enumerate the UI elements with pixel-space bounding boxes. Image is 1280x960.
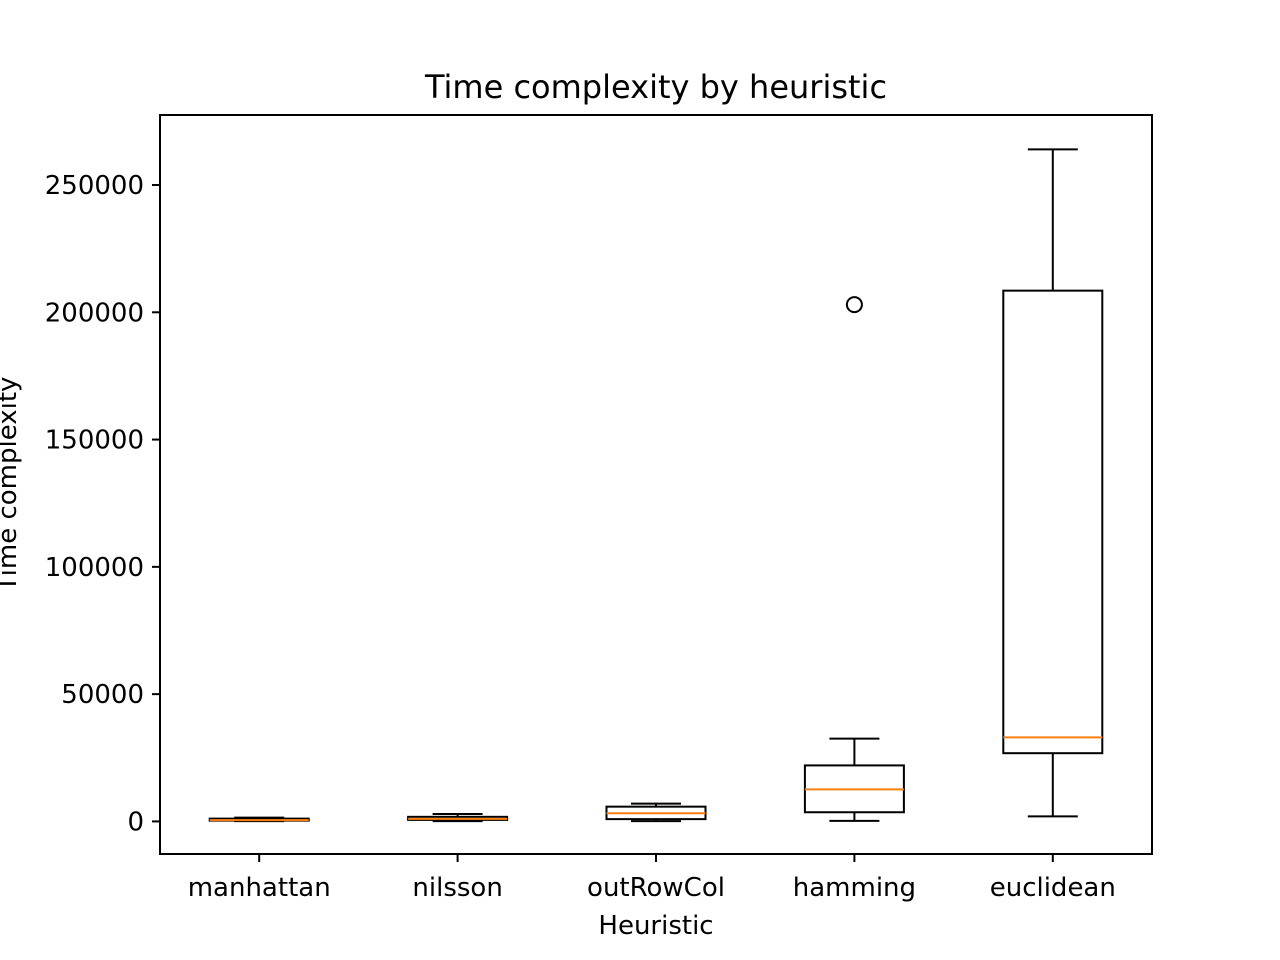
box-group-outRowCol [605,802,707,823]
x-axis-ticks: manhattan nilsson outRowCol hamming euclidea… [188,854,1116,903]
y-tick-label: 150000 [45,426,144,456]
iqr-box [1002,289,1104,755]
box-group-nilsson [407,813,509,823]
x-tick-label: manhattan [188,873,331,903]
plot-layer [208,148,1104,823]
y-axis-ticks: 0 50000 100000 150000 200000 250000 [45,171,160,837]
x-axis-label: Heuristic [598,911,713,941]
y-tick-label: 50000 [61,680,144,710]
plot-frame [159,114,1153,855]
box-group-euclidean [1002,148,1104,818]
x-tick-label: euclidean [990,873,1116,903]
y-tick-label: 200000 [45,298,144,328]
y-tick-label: 250000 [45,171,144,201]
y-axis-label: Time complexity [0,377,23,593]
y-tick-label: 0 [127,807,144,837]
x-tick-label: hamming [793,873,916,903]
y-tick-label: 100000 [45,553,144,583]
x-tick-label: nilsson [412,873,502,903]
chart-title: Time complexity by heuristic [424,68,887,106]
box-group-manhattan [208,816,310,823]
x-tick-label: outRowCol [587,873,725,903]
box-group-hamming [803,296,905,822]
outlier-point [845,296,863,314]
